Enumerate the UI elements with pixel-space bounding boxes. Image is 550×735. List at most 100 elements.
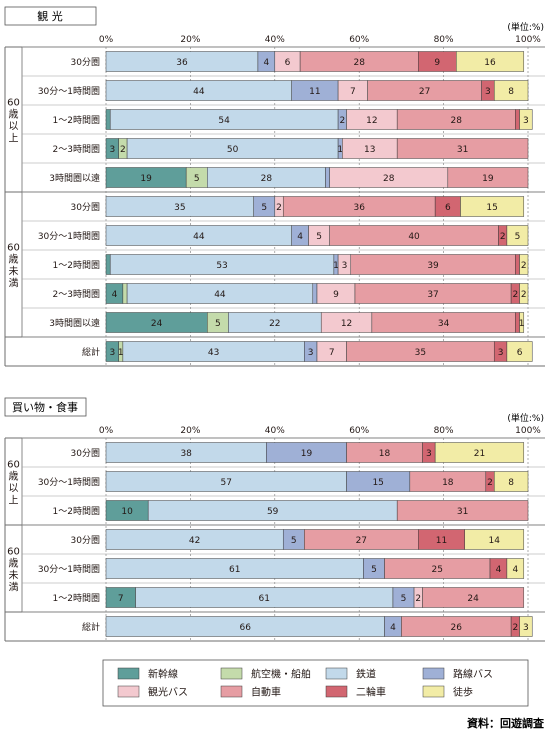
data-label: 13 xyxy=(364,145,375,155)
bar-segment xyxy=(447,167,529,188)
panel-tourism: 観 光 (単位:%) xyxy=(4,6,544,33)
data-label: 7 xyxy=(350,87,356,97)
bar-segment xyxy=(519,283,529,304)
category-label: 30分圏 xyxy=(71,57,100,68)
data-label: 8 xyxy=(508,87,514,97)
group-label-char: 60 xyxy=(7,243,20,254)
data-label: 5 xyxy=(261,203,267,213)
data-label: 42 xyxy=(189,536,200,546)
bar-segment xyxy=(515,254,520,275)
legend-item: 自動車 xyxy=(220,686,281,699)
data-label: 3 xyxy=(523,623,529,633)
data-label: 5 xyxy=(316,232,322,242)
x-tick-label: 60% xyxy=(349,426,369,436)
x-tick-label: 100% xyxy=(515,426,541,436)
data-label: 12 xyxy=(341,319,352,329)
data-label: 28 xyxy=(261,174,273,184)
source-note: 資料：回遊調査 xyxy=(467,716,544,730)
x-tick-label: 60% xyxy=(349,35,369,45)
data-label: 14 xyxy=(489,536,501,546)
data-label: 5 xyxy=(371,565,377,575)
legend-swatch xyxy=(220,667,243,680)
unit-label: (単位:%) xyxy=(507,412,544,424)
category-label: 2〜3時間圏 xyxy=(53,144,100,155)
data-label: 31 xyxy=(457,145,468,155)
bar-segment xyxy=(493,471,529,492)
category-label: 30分圏 xyxy=(71,202,100,213)
data-label: 3 xyxy=(109,348,115,358)
data-label: 2 xyxy=(500,232,506,242)
data-label: 66 xyxy=(240,623,252,633)
bar-segment xyxy=(312,283,318,304)
data-label: 35 xyxy=(415,348,426,358)
data-label: 2 xyxy=(512,623,518,633)
legend-swatch xyxy=(422,667,445,680)
data-label: 4 xyxy=(512,565,518,575)
data-label: 28 xyxy=(353,58,365,68)
group-label-char: 歳 xyxy=(9,558,19,570)
legend-item: 二輪車 xyxy=(325,686,386,699)
data-label: 3 xyxy=(342,261,348,271)
data-label: 1 xyxy=(333,261,339,271)
bar-segment xyxy=(519,109,533,130)
bar-segment xyxy=(519,616,533,637)
x-tick-label: 40% xyxy=(265,426,285,436)
data-label: 19 xyxy=(301,449,313,459)
data-label: 43 xyxy=(208,348,219,358)
data-label: 6 xyxy=(445,203,451,213)
data-label: 7 xyxy=(329,348,335,358)
data-label: 18 xyxy=(442,478,454,488)
category-label: 30分〜1時間圏 xyxy=(38,86,100,97)
group-label-char: 満 xyxy=(9,582,19,594)
bar-segment xyxy=(456,51,525,72)
group-label-char: 上 xyxy=(9,495,19,507)
legend-item: 鉄道 xyxy=(325,668,376,681)
data-label: 36 xyxy=(353,203,365,213)
legend-label: 二輪車 xyxy=(356,686,386,699)
data-label: 6 xyxy=(285,58,291,68)
data-label: 24 xyxy=(151,319,163,329)
data-label: 44 xyxy=(193,87,205,97)
data-label: 22 xyxy=(269,319,280,329)
data-label: 11 xyxy=(309,87,320,97)
data-label: 3 xyxy=(308,348,314,358)
legend-box xyxy=(102,659,529,707)
legend-label: 新幹線 xyxy=(148,668,178,681)
panel-shopping: 買い物・食事 (単位:%) xyxy=(4,397,544,424)
legend-label: 航空機・船舶 xyxy=(251,668,311,681)
data-label: 12 xyxy=(366,116,377,126)
data-label: 39 xyxy=(427,261,439,271)
data-label: 3 xyxy=(523,116,529,126)
legend-swatch xyxy=(117,685,140,698)
legend-item: 新幹線 xyxy=(117,668,178,681)
group-label-char: 未 xyxy=(9,570,19,582)
data-label: 15 xyxy=(372,478,383,488)
data-label: 5 xyxy=(194,174,200,184)
category-label: 1〜2時間圏 xyxy=(53,506,100,517)
data-label: 8 xyxy=(508,478,514,488)
data-label: 27 xyxy=(419,87,430,97)
legend-item: 観光バス xyxy=(117,685,188,699)
data-label: 7 xyxy=(118,594,124,604)
data-label: 26 xyxy=(451,623,463,633)
x-tick-label: 20% xyxy=(180,35,200,45)
legend-label: 徒歩 xyxy=(453,686,473,699)
data-label: 5 xyxy=(401,594,407,604)
data-label: 50 xyxy=(227,145,239,155)
data-label: 40 xyxy=(408,232,420,242)
data-label: 38 xyxy=(180,449,192,459)
bar-segment xyxy=(506,558,525,579)
group-label-char: 60 xyxy=(7,460,20,471)
x-tick-label: 0% xyxy=(99,426,114,436)
bar-segment xyxy=(105,254,111,275)
category-label: 1〜2時間圏 xyxy=(53,115,100,126)
group-label-char: 以 xyxy=(9,484,19,495)
data-label: 57 xyxy=(221,478,232,488)
bar-segment xyxy=(506,225,529,246)
x-tick-label: 40% xyxy=(265,35,285,45)
data-label: 28 xyxy=(383,174,395,184)
data-label: 3 xyxy=(109,145,115,155)
data-label: 9 xyxy=(333,290,339,300)
